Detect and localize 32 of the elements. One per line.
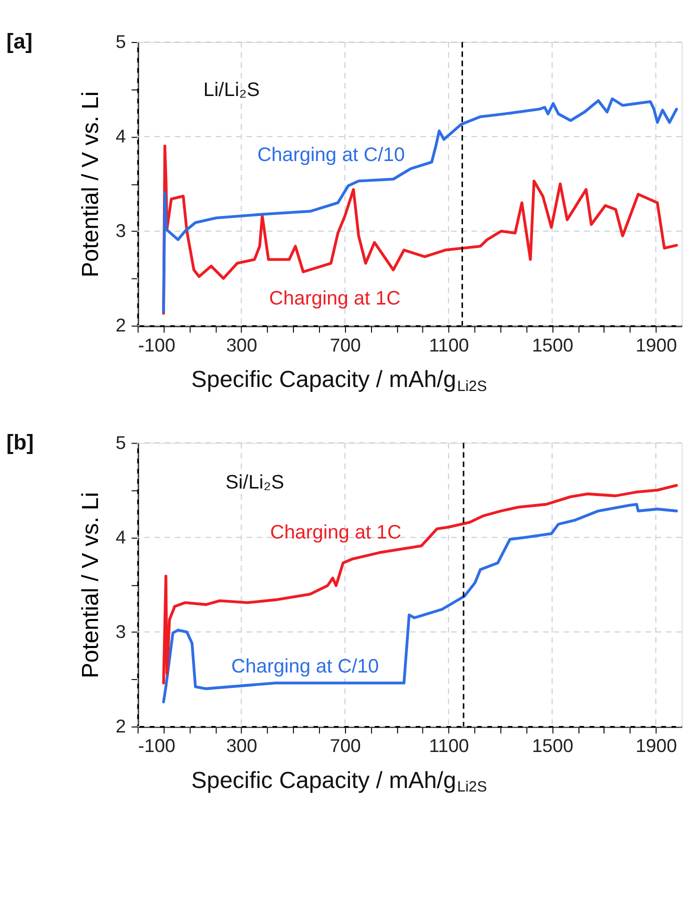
- y-axis-title: Potential / V vs. Li: [77, 91, 103, 278]
- line-series: [162, 502, 678, 704]
- x-tick-label: 1100: [429, 334, 469, 356]
- chart-title: [b]: [6, 430, 34, 454]
- y-tick-label: 4: [116, 526, 126, 548]
- x-tick-label: -100: [138, 735, 176, 756]
- x-tick-label: -100: [138, 334, 176, 356]
- x-tick-label: 700: [330, 334, 361, 356]
- y-tick-label: 5: [116, 432, 126, 453]
- x-tick-label: 1900: [636, 334, 677, 356]
- x-tick-label: 1900: [636, 735, 677, 756]
- y-tick-label: 3: [116, 621, 126, 642]
- series-label: Charging at 1C: [270, 522, 402, 544]
- series-label: Charging at C/10: [257, 144, 405, 166]
- y-tick-label: 2: [116, 716, 126, 737]
- y-tick-label: 2: [116, 314, 126, 336]
- y-tick-label: 5: [116, 31, 126, 52]
- y-tick-label: 4: [116, 126, 126, 147]
- y-axis-title: Potential / V vs. Li: [77, 492, 103, 678]
- y-tick-label: 3: [116, 220, 126, 242]
- x-tick-label: 300: [226, 735, 258, 756]
- line-series: [162, 97, 678, 313]
- chart-title: [a]: [6, 30, 33, 54]
- annotation: Si/Li₂S: [226, 471, 284, 494]
- annotation: Li/Li₂S: [203, 78, 260, 101]
- series-label: Charging at 1C: [269, 287, 400, 310]
- series-label: Charging at C/10: [231, 656, 379, 678]
- x-tick-label: 700: [330, 735, 361, 756]
- x-tick-label: 1500: [532, 735, 574, 756]
- x-tick-label: 1100: [429, 735, 469, 756]
- x-tick-label: 300: [226, 334, 258, 356]
- x-tick-label: 1500: [532, 334, 574, 356]
